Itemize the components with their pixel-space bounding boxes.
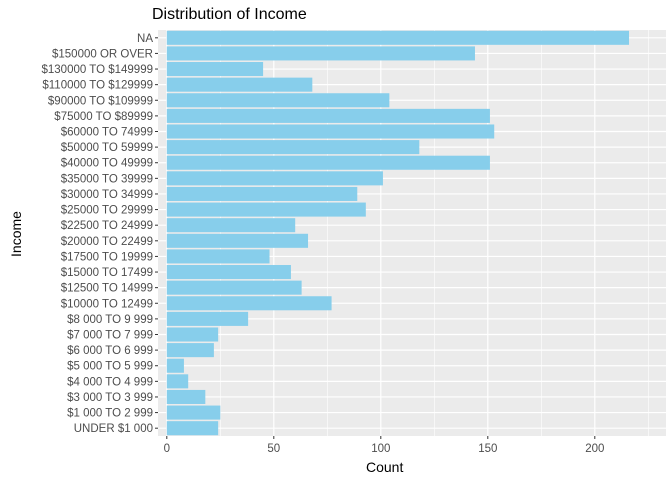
- bar: [166, 140, 420, 155]
- y-tick-label: UNDER $1 000: [74, 423, 153, 435]
- y-tick-label: $20000 TO 22499: [61, 236, 153, 248]
- bar: [166, 155, 490, 170]
- bar: [166, 311, 249, 326]
- y-tick-label: $7 000 TO 7 999: [67, 330, 153, 342]
- y-tick-label: $4 000 TO 4 999: [67, 376, 153, 388]
- bar: [166, 233, 309, 248]
- y-tick-label: $12500 TO 14999: [61, 283, 153, 295]
- x-tick-label: 200: [585, 443, 604, 455]
- y-tick-label: $1 000 TO 2 999: [67, 408, 153, 420]
- bar: [166, 421, 219, 436]
- y-tick-label: $6 000 TO 6 999: [67, 345, 153, 357]
- bar: [166, 171, 383, 186]
- y-tick-label: $150000 OR OVER: [52, 48, 153, 60]
- bar: [166, 124, 495, 139]
- bar: [166, 296, 332, 311]
- bar: [166, 46, 475, 61]
- y-tick-label: $130000 TO $149999: [42, 64, 154, 76]
- y-tick-label: $90000 TO $109999: [48, 95, 153, 107]
- y-tick-label: $30000 TO 34999: [61, 189, 153, 201]
- x-tick-label: 50: [267, 443, 280, 455]
- y-tick-label: $22500 TO 24999: [61, 220, 153, 232]
- bar: [166, 77, 313, 92]
- x-tick-label: 0: [164, 443, 170, 455]
- y-tick-label: $10000 TO 12499: [61, 298, 153, 310]
- x-tick-label: 150: [478, 443, 497, 455]
- bar: [166, 202, 366, 217]
- bar: [166, 30, 630, 45]
- bar: [166, 405, 221, 420]
- y-tick-label: $35000 TO 39999: [61, 173, 153, 185]
- bar: [166, 62, 264, 77]
- bar: [166, 374, 189, 389]
- bar: [166, 280, 302, 295]
- y-tick-label: NA: [137, 33, 153, 45]
- x-tick-label: 100: [371, 443, 390, 455]
- y-tick-label: $3 000 TO 3 999: [67, 392, 153, 404]
- y-tick-label: $40000 TO 49999: [61, 158, 153, 170]
- bar: [166, 358, 184, 373]
- y-tick-label: $110000 TO $129999: [42, 80, 153, 92]
- bar: [166, 218, 296, 233]
- x-axis-title: Count: [366, 459, 404, 475]
- bar: [166, 343, 214, 358]
- y-axis-title: Income: [8, 211, 24, 257]
- bar: [166, 186, 358, 201]
- y-tick-label: $75000 TO $89999: [54, 111, 153, 123]
- y-tick-label: $15000 TO 17499: [61, 267, 153, 279]
- bar: [166, 249, 270, 264]
- bar: [166, 265, 291, 280]
- bar: [166, 108, 490, 123]
- chart-title: Distribution of Income: [152, 6, 307, 23]
- y-tick-label: $60000 TO 74999: [61, 127, 153, 139]
- y-tick-label: $5 000 TO 5 999: [67, 361, 153, 373]
- bar: [166, 389, 206, 404]
- bar: [166, 93, 390, 108]
- bar: [166, 327, 219, 342]
- y-tick-label: $25000 TO 29999: [61, 205, 153, 217]
- y-tick-label: $8 000 TO 9 999: [67, 314, 153, 326]
- y-tick-label: $50000 TO 59999: [61, 142, 153, 154]
- y-tick-label: $17500 TO 19999: [61, 251, 153, 263]
